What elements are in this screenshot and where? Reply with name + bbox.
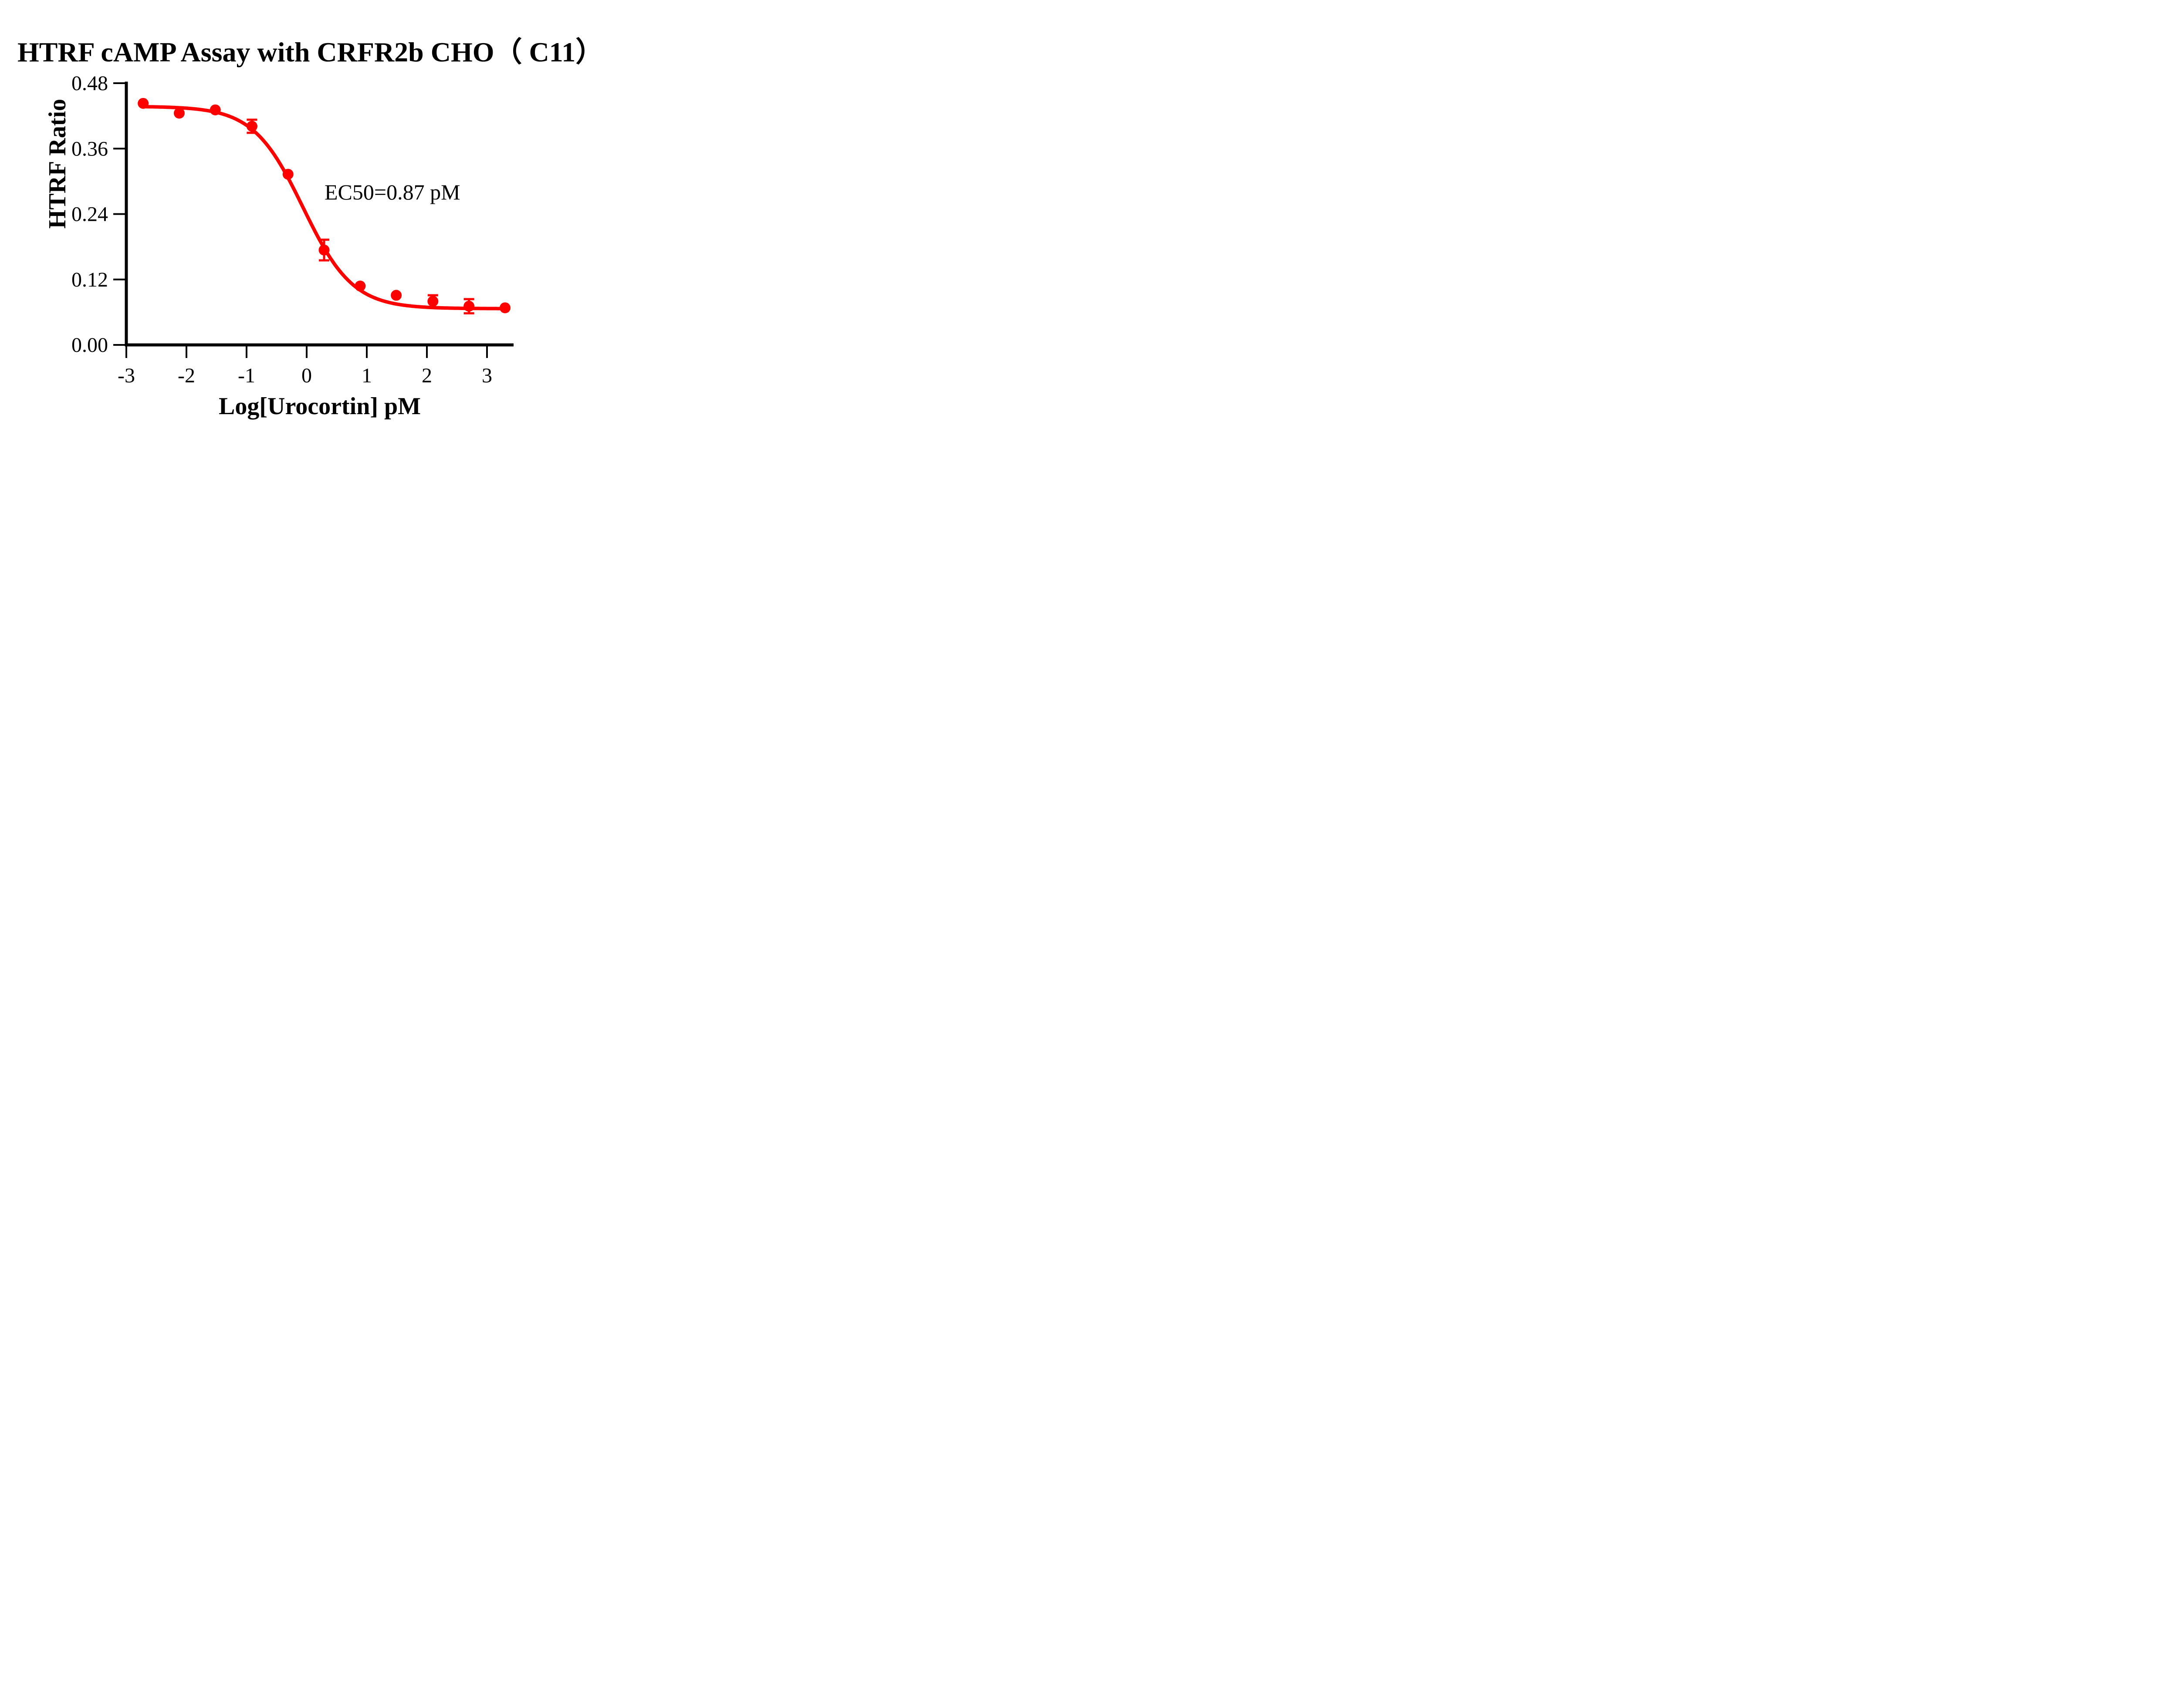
x-tick-label: -1 (238, 364, 255, 387)
data-point-marker (427, 296, 439, 307)
data-point-marker (282, 169, 294, 180)
x-tick-label: -2 (178, 364, 195, 387)
data-point-marker (173, 108, 185, 119)
y-tick-label: 0.48 (71, 72, 108, 95)
x-tick-label: 3 (482, 364, 492, 387)
data-point-marker (138, 98, 149, 109)
data-point-marker (210, 104, 221, 115)
y-tick-label: 0.24 (71, 203, 108, 226)
ec50-annotation: EC50=0.87 pM (325, 180, 460, 204)
y-tick-label: 0.36 (71, 137, 108, 160)
x-tick-label: 2 (422, 364, 432, 387)
y-tick-label: 0.12 (71, 268, 108, 291)
x-tick-label: 0 (301, 364, 312, 387)
x-axis-label: Log[Urocortin] pM (219, 393, 421, 420)
dose-response-chart: 0.00 0.12 0.24 0.36 0.48 -3 -2 -1 0 1 2 3 HTRF cAMP… (17, 7, 601, 434)
data-point-marker (499, 302, 511, 314)
plot-svg: 0.00 0.12 0.24 0.36 0.48 -3 -2 -1 0 1 2 3 (71, 72, 514, 387)
data-point-marker (246, 121, 257, 132)
data-point-marker (391, 290, 402, 301)
fit-curve (141, 105, 507, 311)
data-point-marker (355, 280, 366, 292)
x-tick-label: -3 (118, 364, 135, 387)
x-tick-label: 1 (362, 364, 372, 387)
data-point-marker (463, 300, 475, 312)
data-point-marker (318, 244, 330, 256)
y-axis-label: HTRF Ratio (44, 98, 71, 229)
chart-title: HTRF cAMP Assay with CRFR2b CHO（ C11） (17, 37, 601, 68)
y-tick-label: 0.00 (71, 334, 108, 357)
